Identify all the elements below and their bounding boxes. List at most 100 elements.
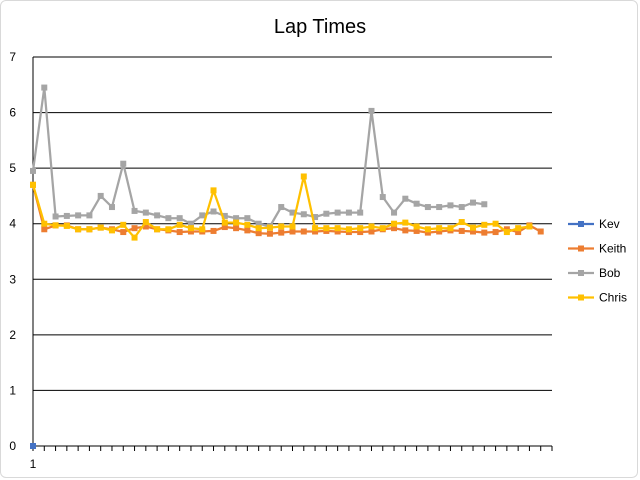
legend-marker-kev bbox=[578, 221, 584, 227]
y-tick-label-0: 0 bbox=[9, 439, 16, 453]
data-point-chris-4 bbox=[63, 222, 70, 229]
data-point-chris-40 bbox=[470, 224, 477, 231]
data-point-keith-9 bbox=[120, 229, 127, 236]
data-point-chris-16 bbox=[199, 226, 206, 233]
data-point-bob-31 bbox=[368, 107, 375, 114]
grid-layer bbox=[33, 56, 552, 391]
series-kev bbox=[30, 443, 36, 449]
data-point-chris-44 bbox=[515, 225, 522, 232]
data-point-bob-35 bbox=[413, 200, 420, 207]
legend-marker-chris bbox=[578, 294, 584, 301]
series-chris bbox=[30, 173, 533, 241]
data-point-bob-18 bbox=[221, 212, 228, 219]
data-point-bob-4 bbox=[63, 212, 70, 219]
data-point-keith-24 bbox=[289, 228, 296, 235]
data-point-keith-41 bbox=[481, 229, 488, 236]
data-point-chris-34 bbox=[402, 219, 409, 226]
legend-item-bob: Bob bbox=[568, 266, 621, 280]
data-point-chris-41 bbox=[481, 221, 488, 228]
data-point-keith-31 bbox=[368, 228, 375, 235]
legend-item-chris: Chris bbox=[568, 291, 627, 305]
data-point-keith-15 bbox=[187, 228, 194, 235]
data-point-keith-36 bbox=[424, 229, 431, 236]
data-point-keith-26 bbox=[312, 228, 319, 235]
legend-label-keith: Keith bbox=[599, 242, 626, 256]
legend-label-bob: Bob bbox=[599, 266, 621, 280]
data-point-chris-22 bbox=[266, 224, 273, 231]
data-point-bob-21 bbox=[255, 220, 262, 227]
data-point-keith-37 bbox=[436, 228, 443, 235]
series-bob bbox=[30, 84, 488, 230]
data-point-bob-9 bbox=[120, 160, 127, 167]
chart-title: Lap Times bbox=[274, 16, 366, 38]
data-point-bob-10 bbox=[131, 207, 138, 214]
data-point-bob-8 bbox=[108, 204, 115, 211]
data-point-keith-20 bbox=[244, 227, 251, 234]
data-point-bob-16 bbox=[199, 212, 206, 219]
data-point-keith-33 bbox=[391, 225, 398, 232]
data-point-chris-12 bbox=[154, 226, 161, 233]
y-tick-label-2: 2 bbox=[9, 328, 16, 342]
data-point-chris-5 bbox=[75, 226, 82, 233]
data-point-bob-1 bbox=[30, 167, 36, 174]
data-point-chris-38 bbox=[447, 225, 454, 232]
legend-marker-keith bbox=[578, 245, 584, 252]
data-point-chris-17 bbox=[210, 187, 217, 194]
legend-item-keith: Keith bbox=[568, 242, 626, 256]
data-point-chris-30 bbox=[357, 225, 364, 232]
data-point-bob-37 bbox=[436, 204, 443, 211]
data-point-bob-29 bbox=[345, 209, 352, 216]
data-point-keith-44 bbox=[515, 229, 522, 236]
data-point-chris-27 bbox=[323, 225, 330, 232]
y-tick-label-7: 7 bbox=[9, 50, 16, 64]
data-point-bob-3 bbox=[52, 213, 59, 220]
data-point-keith-11 bbox=[142, 223, 149, 230]
legend-item-kev: Kev bbox=[568, 217, 620, 231]
data-point-bob-14 bbox=[176, 215, 183, 222]
data-point-keith-22 bbox=[266, 230, 273, 237]
series-layer bbox=[30, 84, 544, 449]
data-point-chris-1 bbox=[30, 181, 36, 188]
data-point-bob-24 bbox=[289, 209, 296, 216]
data-point-bob-34 bbox=[402, 195, 409, 202]
data-point-keith-2 bbox=[41, 226, 48, 233]
data-point-chris-2 bbox=[41, 220, 48, 227]
data-point-bob-25 bbox=[300, 211, 307, 218]
data-point-chris-8 bbox=[108, 227, 115, 234]
data-point-chris-13 bbox=[165, 226, 172, 233]
data-point-bob-27 bbox=[323, 210, 330, 217]
data-point-chris-45 bbox=[526, 223, 533, 230]
data-point-bob-12 bbox=[154, 212, 161, 219]
x-tick-label-1: 1 bbox=[30, 457, 37, 471]
data-point-bob-32 bbox=[379, 194, 386, 201]
data-point-bob-36 bbox=[424, 204, 431, 211]
data-point-bob-17 bbox=[210, 208, 217, 215]
data-point-chris-6 bbox=[86, 226, 93, 233]
data-point-chris-3 bbox=[52, 222, 59, 229]
data-point-chris-11 bbox=[142, 219, 149, 226]
data-point-kev-1 bbox=[30, 443, 36, 449]
data-point-chris-9 bbox=[120, 221, 127, 228]
data-point-keith-19 bbox=[233, 225, 240, 232]
data-point-keith-39 bbox=[458, 227, 465, 234]
data-point-keith-18 bbox=[221, 224, 228, 231]
data-point-chris-14 bbox=[176, 221, 183, 228]
data-point-chris-25 bbox=[300, 173, 307, 180]
data-point-chris-31 bbox=[368, 223, 375, 230]
series-line-keith bbox=[31, 184, 542, 235]
data-point-bob-39 bbox=[458, 204, 465, 211]
data-point-chris-29 bbox=[345, 226, 352, 233]
data-point-chris-37 bbox=[436, 225, 443, 232]
y-tick-label-6: 6 bbox=[9, 106, 16, 120]
y-tick-label-1: 1 bbox=[9, 383, 16, 397]
data-point-bob-26 bbox=[312, 214, 319, 221]
data-point-bob-7 bbox=[97, 192, 104, 199]
data-point-bob-20 bbox=[244, 215, 251, 222]
legend-label-kev: Kev bbox=[599, 217, 620, 231]
data-point-bob-11 bbox=[142, 209, 149, 216]
data-point-keith-40 bbox=[470, 228, 477, 235]
data-point-bob-6 bbox=[86, 212, 93, 219]
data-point-chris-20 bbox=[244, 221, 251, 228]
